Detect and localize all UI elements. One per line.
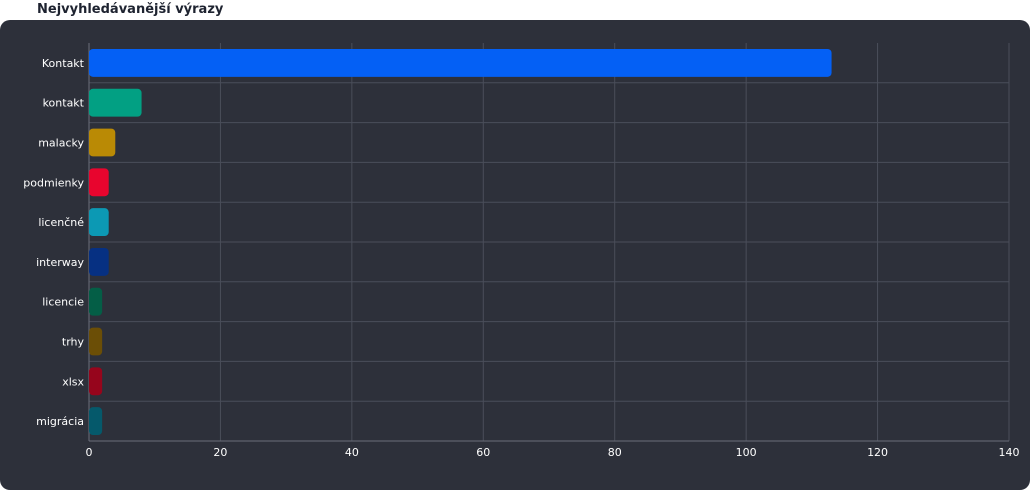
category-label: licenčné — [38, 216, 84, 229]
bar — [89, 168, 109, 197]
bar — [89, 128, 116, 157]
category-label: kontakt — [43, 97, 85, 110]
x-tick-label: 60 — [476, 446, 490, 459]
bar — [89, 48, 832, 77]
bar — [89, 327, 103, 356]
x-tick-label: 40 — [345, 446, 359, 459]
bar — [89, 208, 109, 237]
bar-chart: 0 20 40 60 80 100 120 140 Kontakt kontakt malacky p… — [23, 43, 1020, 459]
category-label: malacky — [38, 137, 84, 150]
x-tick-label: 0 — [86, 446, 93, 459]
bar — [89, 287, 103, 316]
chart-panel — [0, 20, 1030, 490]
category-label: migrácia — [36, 415, 84, 428]
category-label: podmienky — [23, 176, 84, 189]
category-label: interway — [36, 256, 84, 269]
chart-title: Nejvyhledávanější výrazy — [37, 2, 224, 17]
x-tick-label: 120 — [867, 446, 888, 459]
bar — [89, 88, 142, 117]
x-tick-label: 140 — [999, 446, 1020, 459]
x-tick-label: 80 — [608, 446, 622, 459]
category-label: Kontakt — [42, 57, 85, 70]
bar — [89, 247, 109, 276]
x-tick-label: 20 — [213, 446, 227, 459]
category-label: licencie — [42, 296, 84, 309]
bar — [89, 367, 103, 396]
x-tick-label: 100 — [736, 446, 757, 459]
category-label: xlsx — [62, 375, 84, 388]
bar — [89, 407, 103, 436]
category-label: trhy — [62, 336, 85, 349]
